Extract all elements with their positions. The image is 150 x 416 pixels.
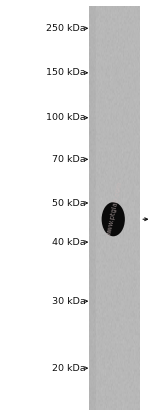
Text: www.ptglab.com: www.ptglab.com [106, 180, 123, 236]
Text: 20 kDa: 20 kDa [52, 364, 86, 373]
Bar [89, 6, 140, 410]
Text: 70 kDa: 70 kDa [52, 155, 86, 164]
Text: 250 kDa: 250 kDa [46, 24, 86, 33]
Text: 50 kDa: 50 kDa [52, 198, 86, 208]
Text: 30 kDa: 30 kDa [52, 297, 86, 306]
Text: 100 kDa: 100 kDa [46, 113, 86, 122]
Ellipse shape [102, 202, 125, 236]
Text: 150 kDa: 150 kDa [46, 68, 86, 77]
Text: 40 kDa: 40 kDa [52, 238, 86, 247]
